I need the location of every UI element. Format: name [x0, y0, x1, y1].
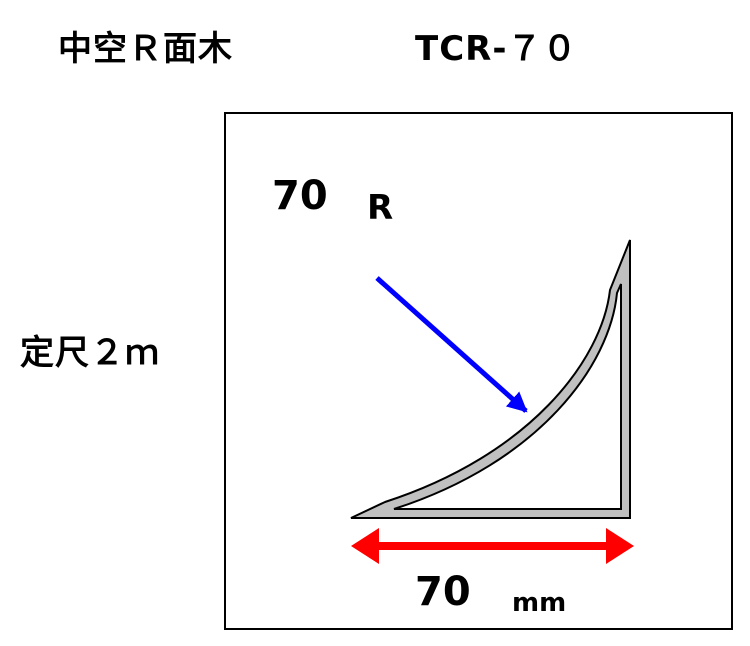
profile-hollow-cavity [393, 283, 622, 510]
product-name: 中空Ｒ面木 [58, 29, 233, 69]
model-number: TCR-７０ [415, 29, 578, 69]
radius-unit: R [367, 188, 394, 228]
width-dimension-arrow [351, 528, 634, 564]
diagram-frame [224, 112, 733, 630]
radius-value: 70 [272, 173, 328, 219]
radius-arrow [375, 276, 528, 413]
width-unit: mm [512, 588, 567, 618]
standard-length-label: 定尺２ｍ [20, 333, 160, 373]
width-value: 70 [415, 569, 471, 615]
